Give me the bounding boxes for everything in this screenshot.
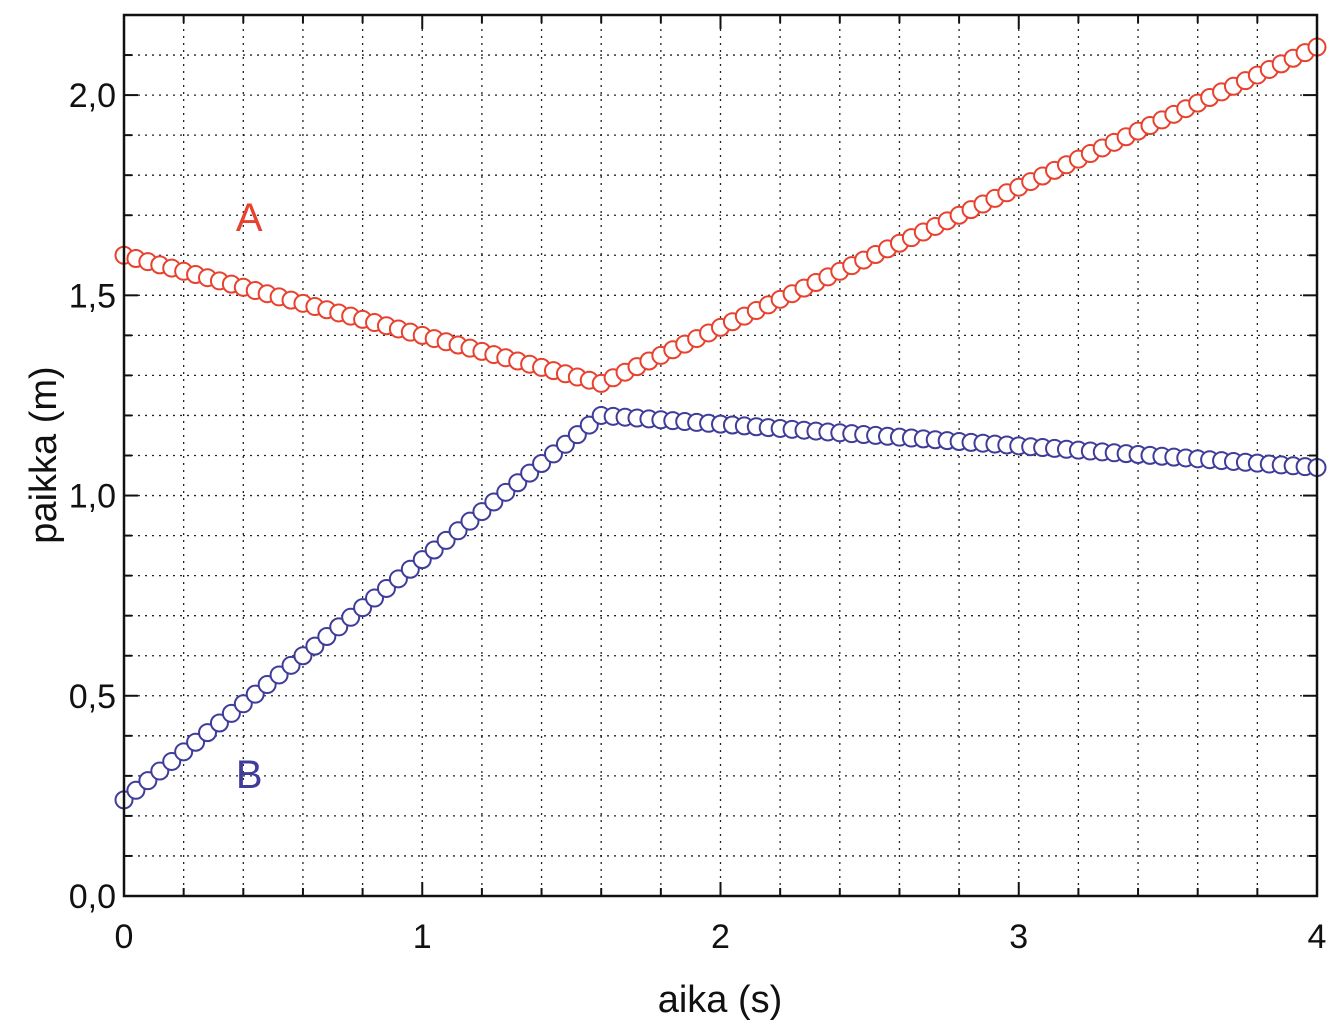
x-tick-label: 2 [711,918,730,956]
series-a [114,37,1327,393]
y-tick-label: 2,0 [69,77,116,115]
x-tick-label: 3 [1009,918,1028,956]
x-axis-title: aika (s) [658,979,783,1021]
plot-frame [122,13,1319,898]
y-tick-label: 1,0 [69,478,116,516]
y-tick-label: 0,5 [69,678,116,716]
series-label-b: B [236,753,263,797]
series-b [114,405,1327,810]
x-tick-label: 0 [115,918,134,956]
y-tick-label: 1,5 [69,277,116,315]
y-tick-label: 0,0 [69,878,116,916]
axis-ticks [124,15,1317,896]
series-label-a: A [236,196,263,240]
x-tick-label: 4 [1308,918,1327,956]
x-tick-label: 1 [413,918,432,956]
tick-labels: 0 1 2 3 4 0,0 0,5 1,0 1,5 2,0 A B [69,77,1327,956]
y-axis-title: paikka (m) [23,366,65,543]
data-series [114,37,1327,810]
